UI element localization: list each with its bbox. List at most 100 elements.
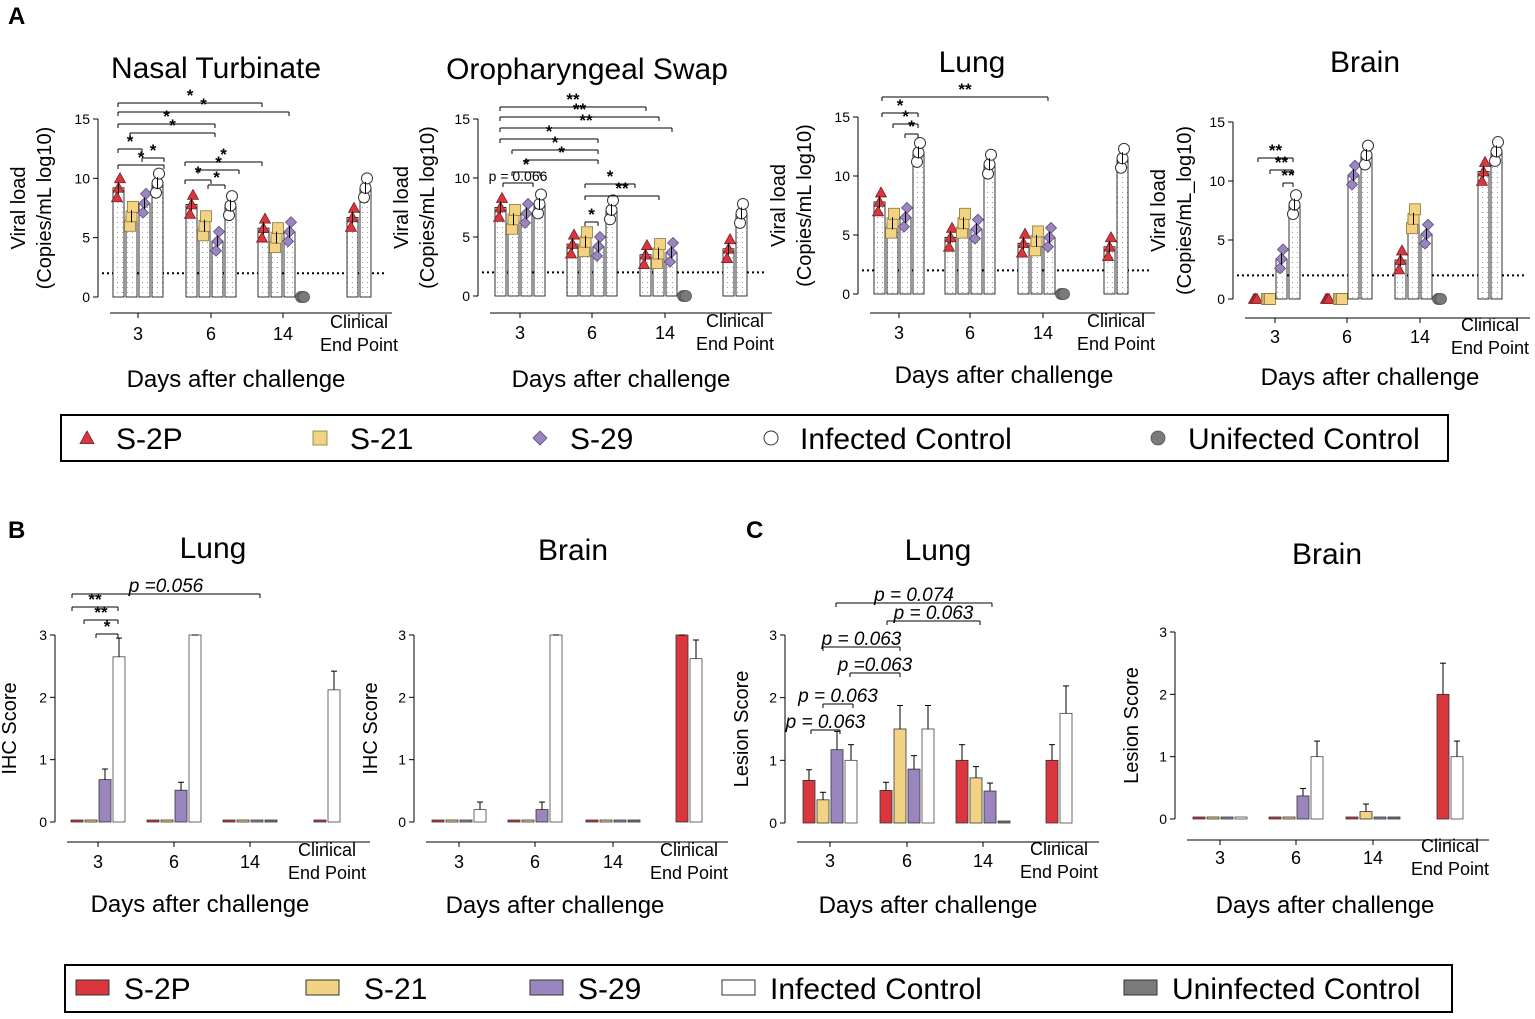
bar — [521, 819, 535, 823]
y-tick-label: 0 — [769, 815, 777, 831]
bar — [160, 819, 174, 823]
chart-7: Brain Lesion Score 0 1 2 3 3 6 14 Clinical End Poi… — [1121, 538, 1489, 919]
legend-a-marker-1 — [312, 430, 328, 446]
bar — [1268, 816, 1282, 820]
data-point — [581, 226, 593, 239]
data-point — [1362, 139, 1374, 152]
y-tick-label: 0 — [398, 814, 406, 830]
data-point — [720, 251, 734, 264]
x-axis-label: Days after challenge — [1216, 892, 1435, 919]
bar — [1347, 174, 1360, 300]
legend-a-label-4: Unifected Control — [1188, 423, 1420, 456]
y-axis-label: Lesion Score — [731, 671, 753, 788]
data-point — [1322, 292, 1336, 304]
data-point — [637, 257, 651, 269]
legend-b-label-2: S-29 — [578, 973, 641, 1006]
significance-label: * — [104, 617, 111, 636]
y-tick-label: 1 — [769, 752, 777, 768]
bar — [313, 819, 327, 823]
bar — [264, 819, 278, 823]
bar — [921, 728, 935, 824]
y-tick-label: 0 — [842, 286, 850, 302]
y-tick-label: 15 — [834, 109, 850, 125]
data-point — [640, 238, 654, 251]
panel-label-c: C — [746, 517, 763, 544]
legend-a-marker-4 — [1150, 430, 1166, 446]
significance-label: ** — [958, 80, 972, 99]
chart-4: Lung IHC Score 0 1 2 3 3 6 14 Clinical End Point Da… — [0, 532, 370, 918]
data-point — [1409, 203, 1421, 216]
data-point — [518, 216, 532, 229]
data-point — [737, 197, 749, 210]
bar — [174, 789, 188, 823]
y-tick-label: 15 — [1209, 114, 1225, 130]
data-point — [607, 194, 619, 207]
chart-0: Nasal Turbinate Viral load (Copies/mL log1… — [8, 52, 398, 393]
data-point — [1250, 292, 1264, 304]
x-tick-label: End Point — [320, 335, 398, 355]
data-point — [1032, 225, 1044, 238]
x-tick-label: Clinical — [1461, 315, 1519, 335]
bar — [1436, 693, 1450, 820]
data-point — [136, 206, 150, 219]
bar — [816, 799, 830, 824]
data-point — [1264, 293, 1276, 305]
x-tick-label: 3 — [93, 852, 103, 872]
y-axis-label: Viral load — [8, 166, 30, 249]
x-axis-label: Days after challenge — [1261, 364, 1480, 391]
y-tick-label: 1 — [1159, 749, 1167, 765]
significance-label: * — [908, 117, 915, 136]
chart-title: Lung — [939, 46, 1006, 79]
data-point — [183, 207, 197, 219]
data-point — [1104, 231, 1118, 243]
y-tick-label: 5 — [82, 230, 90, 246]
significance-label: ** — [615, 179, 629, 198]
data-point — [492, 210, 506, 222]
x-tick-label: Clinical — [660, 840, 718, 860]
bar — [613, 819, 627, 823]
data-point — [226, 190, 238, 203]
y-tick-label: 5 — [842, 227, 850, 243]
bar — [473, 809, 487, 823]
bar — [1450, 756, 1464, 820]
legend-b-swatch-0 — [75, 979, 110, 996]
x-tick-label: End Point — [696, 334, 774, 354]
x-tick-label: Clinical — [298, 840, 356, 860]
legend-b-label-4: Uninfected Control — [1172, 973, 1420, 1006]
y-axis-label: (Copies/mL log10) — [34, 127, 56, 290]
data-point — [258, 212, 272, 224]
y-tick-label: 10 — [1209, 173, 1225, 189]
data-point — [281, 235, 295, 248]
data-point — [1475, 174, 1489, 186]
bar — [1387, 816, 1401, 820]
x-tick-label: 3 — [515, 323, 525, 343]
y-tick-label: 10 — [454, 170, 470, 186]
x-tick-label: End Point — [1411, 859, 1489, 879]
significance-label: * — [607, 167, 614, 186]
significance-label: * — [546, 122, 553, 141]
significance-label: ** — [579, 111, 593, 130]
x-tick-label: 14 — [1363, 848, 1383, 868]
data-point — [298, 291, 310, 303]
data-point — [1058, 288, 1070, 300]
data-point — [1290, 189, 1302, 202]
legend-b-label-0: S-2P — [124, 973, 191, 1006]
bar — [222, 819, 236, 823]
x-tick-label: 6 — [902, 851, 912, 871]
bar — [1220, 816, 1234, 820]
data-point — [1276, 243, 1290, 256]
x-tick-label: 3 — [1215, 848, 1225, 868]
x-tick-label: 3 — [825, 851, 835, 871]
chart-2: Lung Viral load (Copies/mL log10) 0 5 10 15 3 6 1… — [768, 46, 1155, 389]
legend-scores: S-2P S-21 S-29 Infected Control Uninfected C… — [64, 964, 1453, 1013]
significance-label: * — [902, 107, 909, 126]
x-tick-label: 6 — [1342, 327, 1352, 347]
bar — [907, 768, 921, 824]
bar — [955, 759, 969, 824]
y-axis-label: Viral load — [768, 164, 790, 247]
data-point — [1044, 221, 1058, 234]
bar — [70, 819, 84, 823]
data-point — [663, 255, 677, 268]
x-tick-label: End Point — [650, 863, 728, 883]
legend-a-label-1: S-21 — [350, 423, 413, 456]
